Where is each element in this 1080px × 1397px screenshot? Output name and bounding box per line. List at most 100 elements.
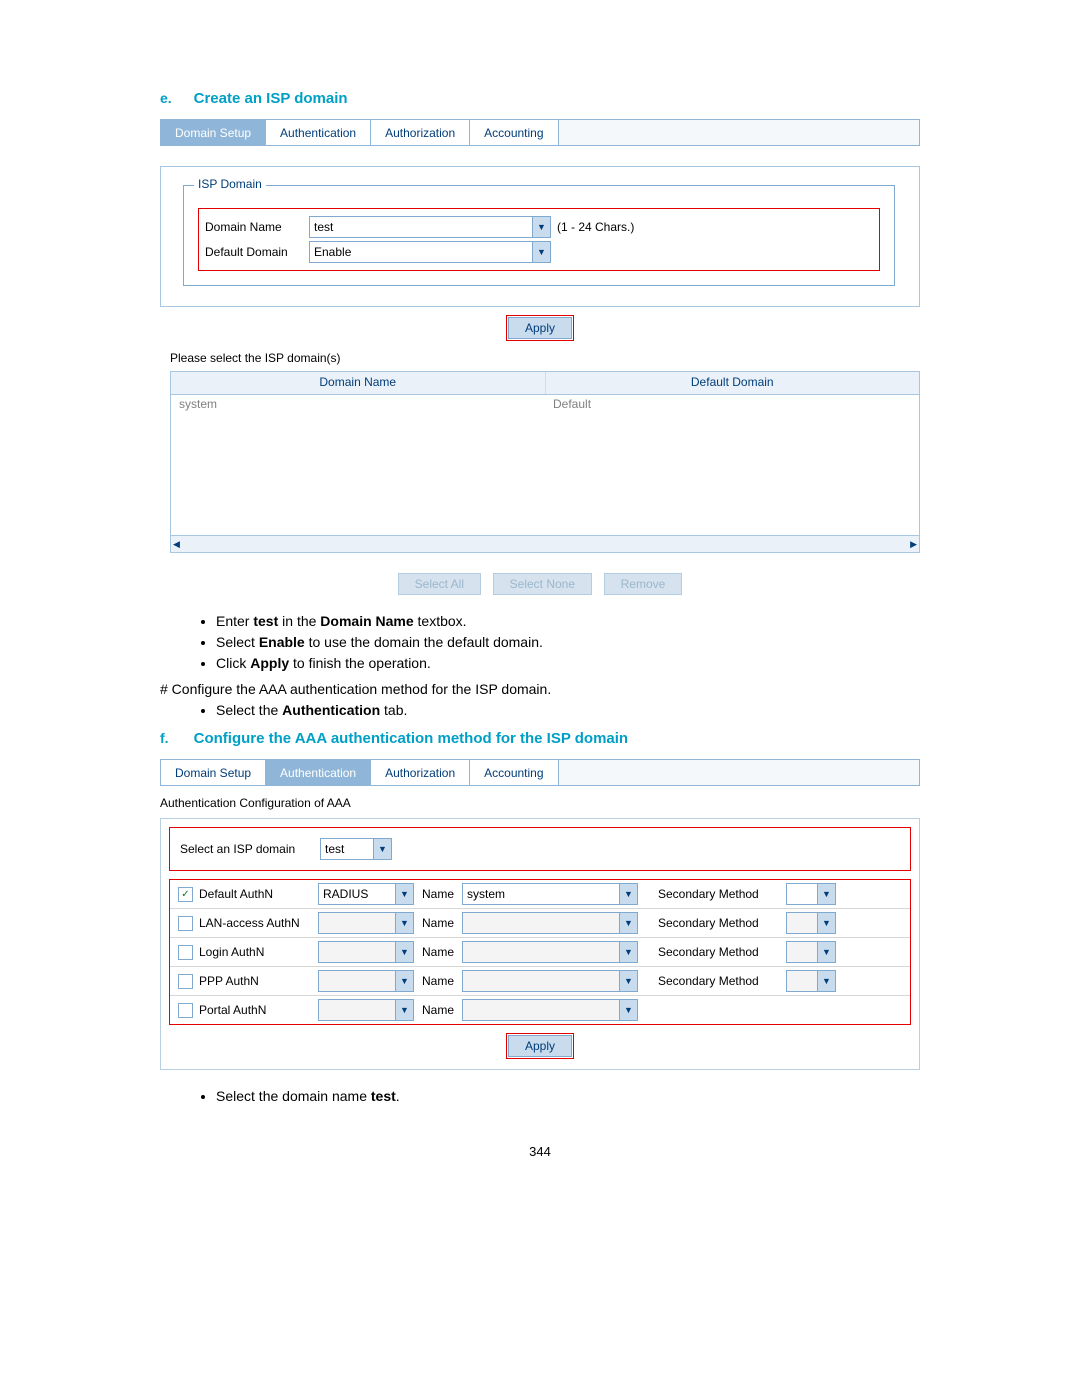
section-e-heading: e. Create an ISP domain bbox=[160, 90, 920, 107]
chevron-down-icon: ▼ bbox=[817, 942, 835, 962]
hash-text: # Configure the AAA authentication metho… bbox=[160, 681, 920, 697]
chevron-down-icon[interactable]: ▼ bbox=[532, 217, 550, 237]
chevron-down-icon[interactable]: ▼ bbox=[619, 884, 637, 904]
chevron-down-icon[interactable]: ▼ bbox=[373, 839, 391, 859]
chevron-down-icon: ▼ bbox=[817, 971, 835, 991]
step-letter-e: e. bbox=[160, 90, 190, 106]
auth-subtitle: Authentication Configuration of AAA bbox=[160, 796, 920, 810]
auth-method-select[interactable]: RADIUS▼ bbox=[318, 883, 414, 905]
tab-accounting[interactable]: Accounting bbox=[470, 120, 558, 145]
auth-method-select: ▼ bbox=[318, 912, 414, 934]
tab-authentication[interactable]: Authentication bbox=[266, 120, 371, 145]
apply-button-f[interactable]: Apply bbox=[508, 1035, 572, 1057]
tabs-e: Domain Setup Authentication Authorizatio… bbox=[160, 119, 920, 146]
red-highlight-fields: Domain Name test ▼ (1 - 24 Chars.) Defau… bbox=[198, 208, 880, 271]
auth-row: Portal AuthN▼Name▼ bbox=[170, 996, 910, 1024]
step-title-f: Configure the AAA authentication method … bbox=[194, 730, 628, 747]
isp-legend: ISP Domain bbox=[194, 177, 266, 191]
arrow-right-icon[interactable]: ▶ bbox=[910, 539, 917, 550]
auth-name-select: ▼ bbox=[462, 941, 638, 963]
auth-name-select: ▼ bbox=[462, 970, 638, 992]
bullet-item: Click Apply to finish the operation. bbox=[216, 655, 920, 671]
instruction-bullets-e2: Select the Authentication tab. bbox=[216, 702, 920, 718]
tab-authorization-f[interactable]: Authorization bbox=[371, 760, 470, 785]
name-label: Name bbox=[414, 916, 462, 930]
table-row[interactable]: system Default bbox=[171, 395, 919, 413]
isp-domain-select[interactable]: test ▼ bbox=[320, 838, 392, 860]
name-label: Name bbox=[414, 887, 462, 901]
name-label: Name bbox=[414, 945, 462, 959]
domain-name-input[interactable]: test ▼ bbox=[309, 216, 551, 238]
chevron-down-icon: ▼ bbox=[619, 913, 637, 933]
secondary-label: Secondary Method bbox=[638, 916, 786, 930]
secondary-select: ▼ bbox=[786, 912, 836, 934]
auth-name-select: ▼ bbox=[462, 912, 638, 934]
chevron-down-icon: ▼ bbox=[395, 1000, 413, 1020]
auth-type-label: Login AuthN bbox=[199, 945, 264, 959]
chevron-down-icon: ▼ bbox=[817, 913, 835, 933]
tab-authentication-f[interactable]: Authentication bbox=[266, 760, 371, 785]
select-isp-label: Select an ISP domain bbox=[180, 842, 320, 856]
auth-type-label: Default AuthN bbox=[199, 887, 273, 901]
checkbox[interactable] bbox=[178, 945, 193, 960]
domain-table: Domain Name Default Domain system Defaul… bbox=[170, 371, 920, 553]
step-title-e: Create an ISP domain bbox=[194, 90, 348, 107]
apply-button-e[interactable]: Apply bbox=[508, 317, 572, 339]
auth-name-select[interactable]: system▼ bbox=[462, 883, 638, 905]
hscroll-bar[interactable]: ◀ ▶ bbox=[171, 535, 919, 552]
chevron-down-icon: ▼ bbox=[395, 913, 413, 933]
tab-authorization[interactable]: Authorization bbox=[371, 120, 470, 145]
auth-row: LAN-access AuthN▼Name▼Secondary Method▼ bbox=[170, 909, 910, 938]
checkbox[interactable]: ✓ bbox=[178, 887, 193, 902]
default-domain-select[interactable]: Enable ▼ bbox=[309, 241, 551, 263]
secondary-label: Secondary Method bbox=[638, 974, 786, 988]
arrow-left-icon[interactable]: ◀ bbox=[173, 539, 180, 550]
domain-name-hint: (1 - 24 Chars.) bbox=[557, 220, 634, 234]
select-none-button[interactable]: Select None bbox=[493, 573, 592, 595]
instruction-bullets-e: Enter test in the Domain Name textbox. S… bbox=[216, 613, 920, 671]
secondary-label: Secondary Method bbox=[638, 945, 786, 959]
default-domain-label: Default Domain bbox=[205, 245, 309, 259]
bullet-item: Select the Authentication tab. bbox=[216, 702, 920, 718]
auth-type-label: Portal AuthN bbox=[199, 1003, 266, 1017]
tab-accounting-f[interactable]: Accounting bbox=[470, 760, 558, 785]
auth-row: ✓ Default AuthN RADIUS▼Namesystem▼Secondar… bbox=[170, 880, 910, 909]
chevron-down-icon[interactable]: ▼ bbox=[395, 884, 413, 904]
th-domain-name: Domain Name bbox=[171, 372, 546, 394]
auth-type-label: PPP AuthN bbox=[199, 974, 259, 988]
section-f-heading: f. Configure the AAA authentication meth… bbox=[160, 730, 920, 747]
step-letter-f: f. bbox=[160, 730, 190, 746]
secondary-select: ▼ bbox=[786, 970, 836, 992]
auth-type-label: LAN-access AuthN bbox=[199, 916, 300, 930]
isp-domain-fieldset: ISP Domain Domain Name test ▼ (1 - 24 Ch… bbox=[183, 185, 895, 286]
auth-select-row: Select an ISP domain test ▼ bbox=[169, 827, 911, 871]
tab-fill bbox=[559, 120, 919, 145]
tabs-f: Domain Setup Authentication Authorizatio… bbox=[160, 759, 920, 786]
secondary-select: ▼ bbox=[786, 941, 836, 963]
secondary-label: Secondary Method bbox=[638, 887, 786, 901]
auth-method-select: ▼ bbox=[318, 941, 414, 963]
chevron-down-icon: ▼ bbox=[619, 971, 637, 991]
apply-highlight: Apply bbox=[506, 315, 574, 341]
name-label: Name bbox=[414, 974, 462, 988]
secondary-select[interactable]: ▼ bbox=[786, 883, 836, 905]
tab-domain-setup-f[interactable]: Domain Setup bbox=[161, 760, 266, 785]
remove-button[interactable]: Remove bbox=[604, 573, 683, 595]
apply-highlight-f: Apply bbox=[506, 1033, 574, 1059]
chevron-down-icon: ▼ bbox=[619, 942, 637, 962]
tab-fill bbox=[559, 760, 919, 785]
isp-domain-box: ISP Domain Domain Name test ▼ (1 - 24 Ch… bbox=[160, 166, 920, 307]
chevron-down-icon[interactable]: ▼ bbox=[817, 884, 835, 904]
checkbox[interactable] bbox=[178, 974, 193, 989]
name-label: Name bbox=[414, 1003, 462, 1017]
auth-rows: ✓Default AuthNRADIUS▼Namesystem▼Secondar… bbox=[169, 879, 911, 1025]
chevron-down-icon: ▼ bbox=[619, 1000, 637, 1020]
bullet-item: Enter test in the Domain Name textbox. bbox=[216, 613, 920, 629]
tab-domain-setup[interactable]: Domain Setup bbox=[161, 120, 266, 145]
domain-name-label: Domain Name bbox=[205, 220, 309, 234]
checkbox[interactable] bbox=[178, 1003, 193, 1018]
auth-method-select: ▼ bbox=[318, 999, 414, 1021]
select-all-button[interactable]: Select All bbox=[398, 573, 481, 595]
checkbox[interactable] bbox=[178, 916, 193, 931]
chevron-down-icon[interactable]: ▼ bbox=[532, 242, 550, 262]
